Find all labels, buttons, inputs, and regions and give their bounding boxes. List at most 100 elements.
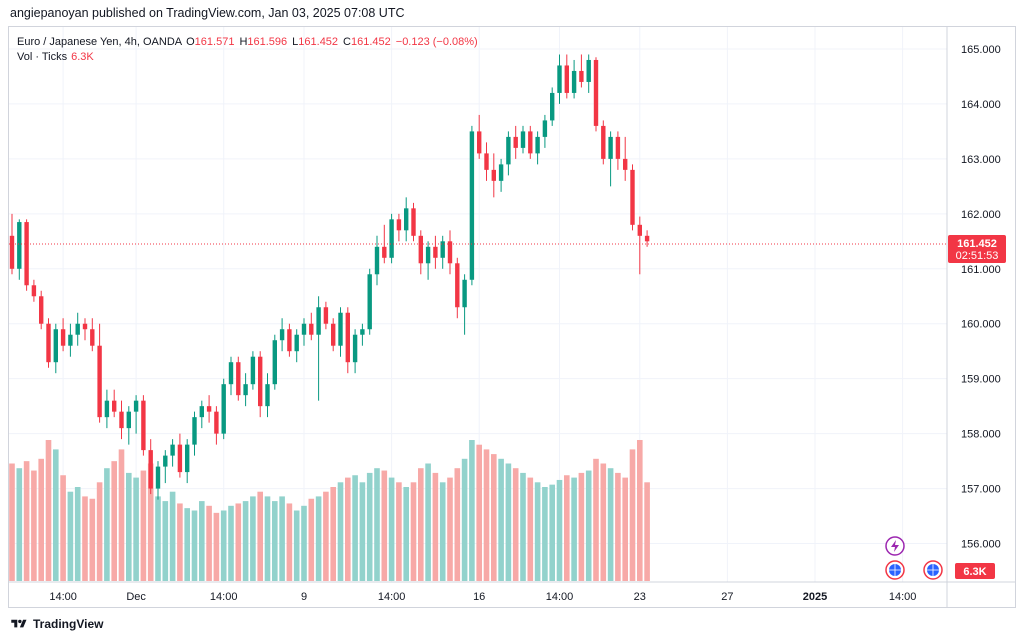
- candle-body[interactable]: [418, 235, 423, 264]
- candle-body[interactable]: [338, 312, 343, 346]
- candle-body[interactable]: [579, 70, 584, 82]
- candle-body[interactable]: [447, 241, 453, 264]
- candle-body[interactable]: [498, 164, 504, 181]
- candle-body[interactable]: [126, 411, 131, 429]
- candle-body[interactable]: [586, 59, 591, 82]
- candle-body[interactable]: [9, 235, 15, 269]
- candle-body[interactable]: [214, 411, 219, 434]
- candle-body[interactable]: [433, 246, 438, 258]
- volume-label[interactable]: Vol · Ticks: [17, 51, 68, 63]
- candle-body[interactable]: [258, 356, 263, 407]
- candle-body[interactable]: [550, 92, 555, 121]
- candle-body[interactable]: [462, 279, 467, 308]
- candle-body[interactable]: [104, 400, 110, 418]
- candle-body[interactable]: [557, 65, 562, 93]
- candle-body[interactable]: [331, 323, 336, 346]
- candle-body[interactable]: [564, 65, 569, 93]
- candle-body[interactable]: [389, 219, 394, 258]
- candle-body[interactable]: [484, 153, 489, 170]
- candle-body[interactable]: [615, 136, 621, 159]
- candle-body[interactable]: [250, 356, 256, 385]
- candle-body[interactable]: [491, 169, 496, 181]
- volume-bar: [16, 468, 23, 581]
- candle-body[interactable]: [477, 131, 482, 154]
- candle-body[interactable]: [236, 362, 241, 396]
- candle-body[interactable]: [411, 208, 416, 236]
- candle-body[interactable]: [177, 444, 183, 473]
- candle-body[interactable]: [440, 241, 445, 258]
- candle-body[interactable]: [542, 120, 548, 137]
- candle-body[interactable]: [90, 329, 95, 346]
- candle-body[interactable]: [601, 125, 606, 159]
- candle-body[interactable]: [46, 323, 51, 363]
- candle-body[interactable]: [133, 400, 139, 412]
- candle-body[interactable]: [374, 246, 380, 275]
- candle-body[interactable]: [206, 406, 212, 412]
- volume-bar: [45, 440, 52, 581]
- candle-body[interactable]: [155, 466, 161, 489]
- candle-body[interactable]: [192, 417, 197, 445]
- candle-body[interactable]: [301, 323, 307, 335]
- candle-body[interactable]: [323, 307, 329, 324]
- candle-body[interactable]: [571, 70, 577, 93]
- candle-body[interactable]: [228, 362, 234, 385]
- high-label: H: [239, 36, 248, 48]
- symbol-title[interactable]: Euro / Japanese Yen, 4h, OANDA: [17, 36, 183, 48]
- candle-body[interactable]: [75, 323, 80, 335]
- footer-brand[interactable]: TradingView: [10, 617, 103, 631]
- candle-body[interactable]: [644, 235, 650, 242]
- candle-body[interactable]: [382, 246, 387, 258]
- candle-body[interactable]: [506, 136, 511, 165]
- candle-body[interactable]: [309, 323, 314, 335]
- candle-body[interactable]: [535, 136, 540, 154]
- candle-body[interactable]: [221, 384, 226, 434]
- candle-body[interactable]: [279, 329, 285, 341]
- candle-body[interactable]: [199, 406, 204, 418]
- candle-body[interactable]: [163, 455, 168, 467]
- candle-body[interactable]: [31, 285, 37, 297]
- candle-body[interactable]: [243, 384, 248, 396]
- candle-body[interactable]: [82, 323, 88, 330]
- candle-body[interactable]: [528, 131, 533, 154]
- candle-body[interactable]: [97, 345, 102, 418]
- candle-body[interactable]: [316, 307, 321, 335]
- y-tick-label: 159.000: [961, 374, 1001, 386]
- candle-body[interactable]: [170, 444, 175, 456]
- candle-body[interactable]: [608, 136, 613, 159]
- candle-body[interactable]: [185, 444, 190, 473]
- candle-body[interactable]: [404, 208, 409, 231]
- candle-body[interactable]: [469, 131, 475, 280]
- candle-body[interactable]: [593, 59, 599, 126]
- candle-body[interactable]: [60, 329, 66, 346]
- candle-body[interactable]: [630, 169, 635, 225]
- volume-bar: [527, 477, 534, 581]
- candle-body[interactable]: [520, 131, 526, 148]
- candle-body[interactable]: [425, 246, 431, 264]
- candle-body[interactable]: [39, 296, 44, 324]
- candle-body[interactable]: [272, 340, 277, 385]
- candle-body[interactable]: [345, 312, 350, 363]
- candle-body[interactable]: [24, 222, 29, 286]
- candle-body[interactable]: [513, 136, 518, 148]
- candle-body[interactable]: [352, 334, 358, 363]
- candle-body[interactable]: [396, 219, 402, 231]
- candle-body[interactable]: [17, 222, 22, 269]
- candle-body[interactable]: [287, 329, 292, 352]
- candle-body[interactable]: [367, 274, 372, 330]
- candle-body[interactable]: [623, 158, 628, 170]
- candle-body[interactable]: [360, 329, 365, 335]
- candle-body[interactable]: [68, 334, 73, 346]
- candle-body[interactable]: [637, 224, 642, 236]
- volume-row: Vol · Ticks 6.3K: [17, 50, 483, 65]
- candle-body[interactable]: [112, 400, 117, 412]
- volume-bar: [418, 468, 424, 581]
- candle-body[interactable]: [119, 411, 124, 429]
- candle-body[interactable]: [294, 334, 299, 352]
- candle-body[interactable]: [455, 263, 460, 308]
- candle-body[interactable]: [148, 450, 153, 489]
- volume-bar: [9, 463, 15, 581]
- candle-body[interactable]: [265, 384, 270, 407]
- candle-body[interactable]: [53, 329, 58, 363]
- candle-body[interactable]: [141, 400, 146, 451]
